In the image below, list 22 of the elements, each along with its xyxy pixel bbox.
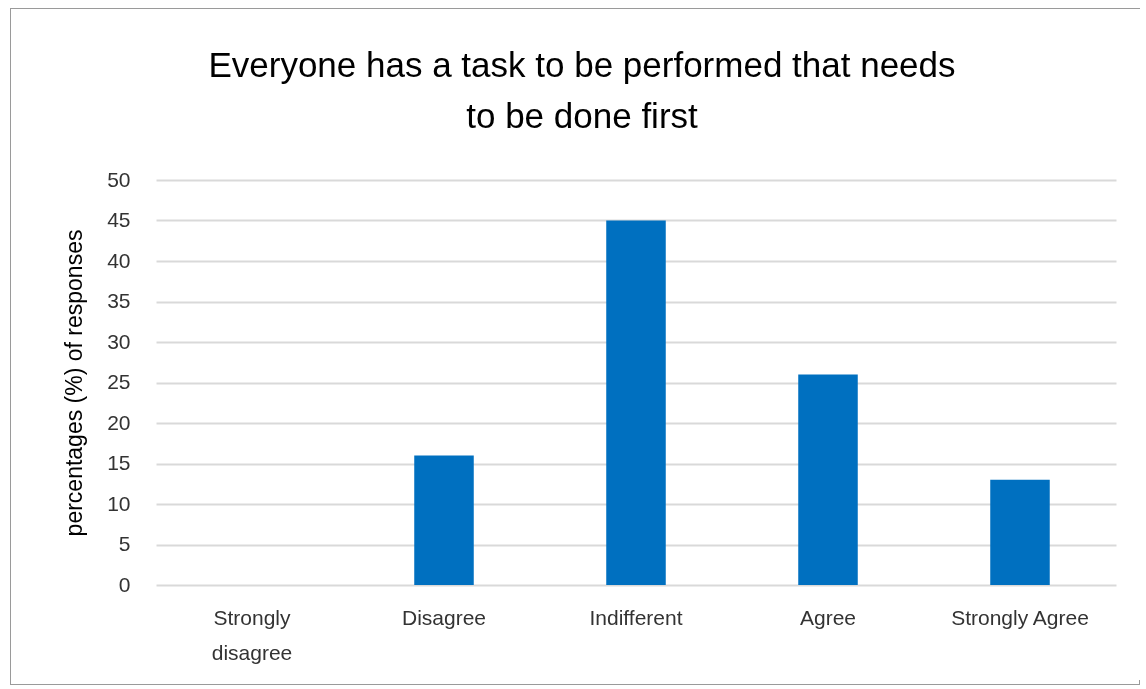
bar bbox=[798, 374, 858, 585]
y-tick-label: 50 bbox=[107, 167, 131, 191]
y-tick-label: 20 bbox=[107, 410, 131, 434]
bar bbox=[606, 220, 666, 585]
y-tick-label: 30 bbox=[107, 329, 131, 353]
x-tick-label: Indifferent bbox=[589, 605, 683, 629]
y-tick-label: 0 bbox=[118, 572, 131, 596]
x-tick-label: Disagree bbox=[401, 605, 487, 629]
y-tick-label: 25 bbox=[107, 370, 131, 393]
chart-title: Everyone has a task to be performed that needs to be done first bbox=[208, 45, 956, 135]
bar bbox=[414, 455, 474, 585]
y-tick-label: 15 bbox=[107, 451, 131, 474]
y-tick-label: 40 bbox=[107, 248, 131, 272]
y-tick-label: 10 bbox=[107, 491, 131, 515]
y-tick-label: 35 bbox=[107, 289, 131, 312]
x-tick-label: Agree bbox=[799, 605, 857, 629]
x-tick-label: Strongly disagree bbox=[211, 605, 293, 664]
bar bbox=[990, 479, 1050, 585]
y-tick-label: 45 bbox=[107, 208, 131, 231]
y-axis-title: percentages (%) of responses bbox=[61, 229, 88, 537]
y-tick-label: 5 bbox=[118, 532, 131, 555]
x-tick-label: Strongly Agree bbox=[951, 605, 1089, 629]
